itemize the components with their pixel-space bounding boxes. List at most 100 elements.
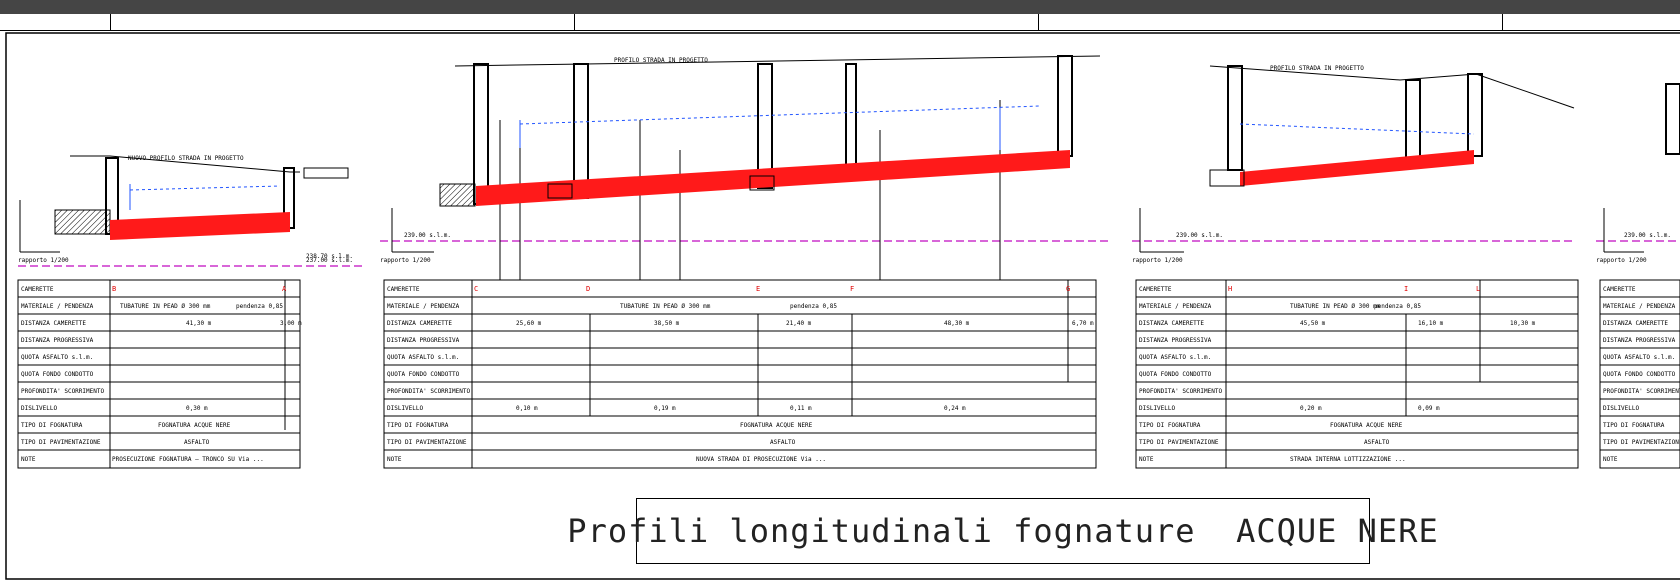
distance-value: 3,00 m xyxy=(280,320,302,327)
manhole xyxy=(1665,83,1680,155)
row-label: TIPO DI PAVIMENTAZIONE xyxy=(1603,439,1680,446)
drawing-title: Profili longitudinali fognature ACQUE NE… xyxy=(567,498,1438,564)
row-label: PROFONDITA' SCORRIMENTO xyxy=(21,388,104,395)
sewer-pipe xyxy=(1240,150,1474,186)
title-block-cell xyxy=(0,14,111,30)
drop-value: 0,24 m xyxy=(944,405,966,412)
row-label: DISTANZA CAMERETTE xyxy=(387,320,452,327)
row-label: DISTANZA PROGRESSIVA xyxy=(387,337,460,344)
data-table-1: CAMERETTE MATERIALE / PENDENZA DISTANZA … xyxy=(17,279,302,469)
row-label: NOTE xyxy=(1603,456,1618,463)
profile-panel-2: 239.00 s.l.m. rapporto 1/200 PROFILO STR… xyxy=(380,55,1112,280)
pavement: ASFALTO xyxy=(184,439,210,446)
road-label: PROFILO STRADA IN PROGETTO xyxy=(1270,65,1364,72)
distance-value: 10,30 m xyxy=(1510,320,1536,327)
distance-value: 41,30 m xyxy=(186,320,212,327)
row-label: QUOTA ASFALTO s.l.m. xyxy=(1139,354,1211,361)
sewer-type: FOGNATURA ACQUE NERE xyxy=(740,422,813,429)
row-label: PROFONDITA' SCORRIMENTO xyxy=(1603,388,1680,395)
slope-value: pendenza 0,85 xyxy=(790,303,837,310)
drop-value: 0,11 m xyxy=(790,405,812,412)
row-label: DISTANZA PROGRESSIVA xyxy=(1603,337,1676,344)
row-label: DISLIVELLO xyxy=(21,405,58,412)
row-label: DISTANZA PROGRESSIVA xyxy=(21,337,94,344)
row-label: DISLIVELLO xyxy=(1603,405,1640,412)
slope-value: pendenza 0,85 xyxy=(1374,303,1421,310)
junction-box xyxy=(1209,169,1245,187)
road-profile-line xyxy=(1209,65,1575,109)
manhole-label: D xyxy=(586,285,590,293)
distance-value: 25,60 m xyxy=(516,320,542,327)
row-label: DISTANZA CAMERETTE xyxy=(21,320,86,327)
drop-value: 0,19 m xyxy=(654,405,676,412)
manhole-label: E xyxy=(756,285,760,293)
table-frame xyxy=(1599,279,1680,469)
table-rows xyxy=(1136,296,1578,451)
material-value: TUBATURE IN PEAD Ø 300 mm xyxy=(620,303,711,310)
scale-label: rapporto 1/200 xyxy=(1596,257,1647,264)
material-value: TUBATURE IN PEAD Ø 300 mm xyxy=(120,303,211,310)
row-label: TIPO DI PAVIMENTAZIONE xyxy=(387,439,467,446)
table-frame xyxy=(1135,279,1579,469)
row-label: PROFONDITA' SCORRIMENTO xyxy=(387,388,470,395)
table-rows xyxy=(384,296,1096,451)
row-label: NOTE xyxy=(21,456,36,463)
ground-hatch xyxy=(439,183,476,207)
row-label: TIPO DI PAVIMENTAZIONE xyxy=(21,439,101,446)
row-label: QUOTA FONDO CONDOTTO xyxy=(1139,371,1212,378)
title-block-cell xyxy=(110,14,575,30)
row-label: TIPO DI PAVIMENTAZIONE xyxy=(1139,439,1219,446)
distance-value: 45,50 m xyxy=(1300,320,1326,327)
row-label: NOTE xyxy=(1139,456,1154,463)
row-label: QUOTA FONDO CONDOTTO xyxy=(21,371,94,378)
row-label: QUOTA ASFALTO s.l.m. xyxy=(387,354,459,361)
drop-value: 0,20 m xyxy=(1300,405,1322,412)
distance-value: 16,10 m xyxy=(1418,320,1444,327)
scale-label: rapporto 1/200 xyxy=(1132,257,1183,264)
section-lines xyxy=(499,100,1001,280)
road-profile-line xyxy=(454,55,1101,67)
sewer-type: FOGNATURA ACQUE NERE xyxy=(158,422,231,429)
table-rows xyxy=(18,296,300,451)
drop-value: 0,10 m xyxy=(516,405,538,412)
manhole-label: F xyxy=(850,285,854,293)
datum-label-top: 238.70 s.l.m. xyxy=(306,253,353,260)
row-label: PROFONDITA' SCORRIMENTO xyxy=(1139,388,1222,395)
sewer-pipe xyxy=(110,212,290,240)
manhole-label: I xyxy=(1404,285,1408,293)
row-label: MATERIALE / PENDENZA xyxy=(1139,303,1212,310)
datum-label: 239.00 s.l.m. xyxy=(1624,232,1671,239)
distance-value: 21,40 m xyxy=(786,320,812,327)
title-block-cell xyxy=(574,14,1039,30)
title-block-row xyxy=(0,14,1680,31)
data-table-3: CAMERETTE MATERIALE / PENDENZA DISTANZA … xyxy=(1135,279,1579,469)
sewer-type: FOGNATURA ACQUE NERE xyxy=(1330,422,1403,429)
distance-value: 38,50 m xyxy=(654,320,680,327)
junction-box xyxy=(749,175,775,191)
drop-value: 0,09 m xyxy=(1418,405,1440,412)
row-label: CAMERETTE xyxy=(21,286,54,293)
distance-value: 48,30 m xyxy=(944,320,970,327)
row-label: CAMERETTE xyxy=(1139,286,1172,293)
row-label: QUOTA ASFALTO s.l.m. xyxy=(1603,354,1675,361)
water-line xyxy=(519,105,1041,125)
note: NUOVA STRADA DI PROSECUZIONE Via ... xyxy=(696,456,826,463)
profile-panel-3: 239.00 s.l.m. rapporto 1/200 PROFILO STR… xyxy=(1132,65,1575,264)
pavement: ASFALTO xyxy=(770,439,796,446)
pavement: ASFALTO xyxy=(1364,439,1390,446)
slope-value: pendenza 0,85 xyxy=(236,303,283,310)
ground-hatch xyxy=(54,209,111,235)
road-label: PROFILO STRADA IN PROGETTO xyxy=(614,57,708,64)
row-label: DISLIVELLO xyxy=(1139,405,1176,412)
road-label: NUOVO PROFILO STRADA IN PROGETTO xyxy=(128,155,244,162)
note: STRADA INTERNA LOTTIZZAZIONE ... xyxy=(1290,456,1406,463)
row-label: DISTANZA CAMERETTE xyxy=(1139,320,1204,327)
row-label: DISLIVELLO xyxy=(387,405,424,412)
manhole-label: B xyxy=(112,285,116,293)
row-label: QUOTA ASFALTO s.l.m. xyxy=(21,354,93,361)
row-label: QUOTA FONDO CONDOTTO xyxy=(1603,371,1676,378)
drop-value: 0,30 m xyxy=(186,405,208,412)
title-block-band xyxy=(0,0,1680,14)
row-label: NOTE xyxy=(387,456,402,463)
